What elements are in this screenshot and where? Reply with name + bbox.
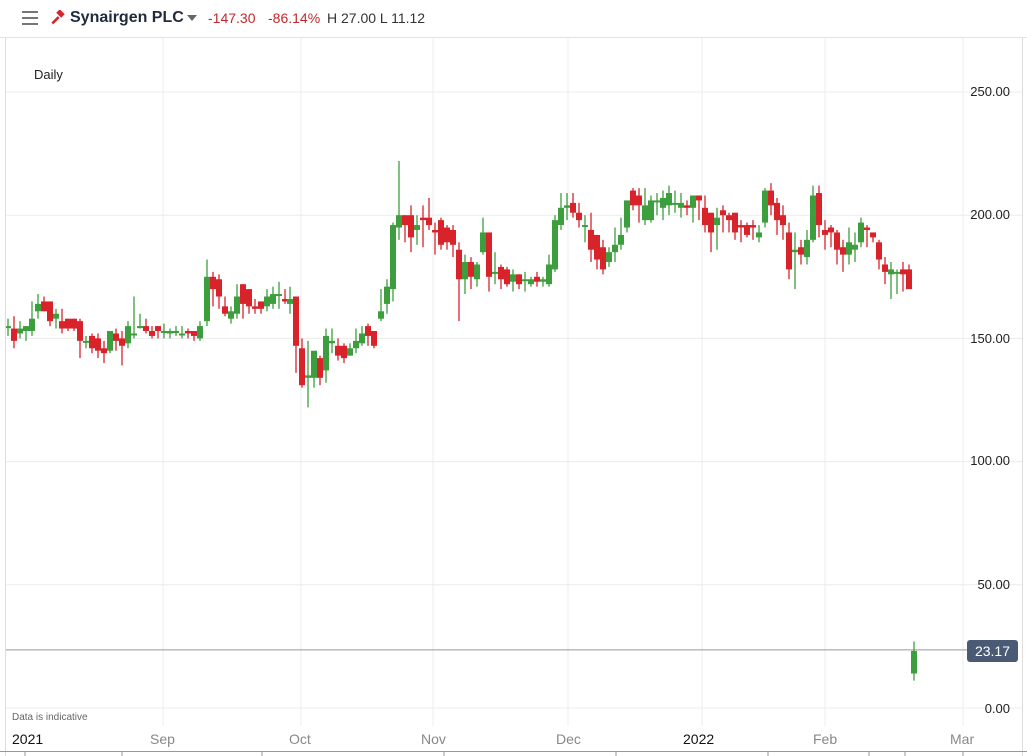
x-axis-label: 2021 [12, 731, 44, 747]
disclaimer-text: Data is indicative [12, 712, 88, 723]
x-axis-label: Feb [813, 731, 838, 747]
y-axis-label: 200.00 [970, 207, 1010, 222]
hammer-icon [51, 10, 65, 25]
instrument-title[interactable]: Synairgen PLC [70, 9, 184, 26]
chevron-down-icon[interactable] [187, 15, 197, 21]
x-axis-label: Sep [150, 731, 175, 747]
interval-label[interactable]: Daily [34, 67, 63, 82]
current-price-tag: 23.17 [967, 640, 1018, 662]
price-change-percent: -86.14% [268, 10, 321, 26]
y-axis-label: 150.00 [970, 331, 1010, 346]
candlestick-chart[interactable] [0, 38, 1027, 756]
price-change: -147.30 [208, 10, 256, 26]
x-axis-label: 2022 [683, 731, 715, 747]
timeline-navigator[interactable] [0, 751, 1027, 756]
x-axis-label: Dec [556, 731, 581, 747]
x-axis-label: Oct [289, 731, 311, 747]
chart-right-border [1022, 38, 1023, 756]
y-axis-label: 100.00 [970, 453, 1010, 468]
high-low-values: H 27.00 L 11.12 [327, 10, 426, 26]
y-axis-label: 50.00 [977, 577, 1010, 592]
y-axis-label: 250.00 [970, 84, 1010, 99]
chart-left-border [5, 38, 6, 756]
x-axis-label: Mar [950, 731, 975, 747]
instrument-header: Synairgen PLC -147.30 -86.14% H 27.00 L … [0, 0, 1027, 38]
x-axis-label: Nov [421, 731, 446, 747]
y-axis-label: 0.00 [984, 701, 1010, 716]
hamburger-menu-icon[interactable] [22, 11, 38, 25]
